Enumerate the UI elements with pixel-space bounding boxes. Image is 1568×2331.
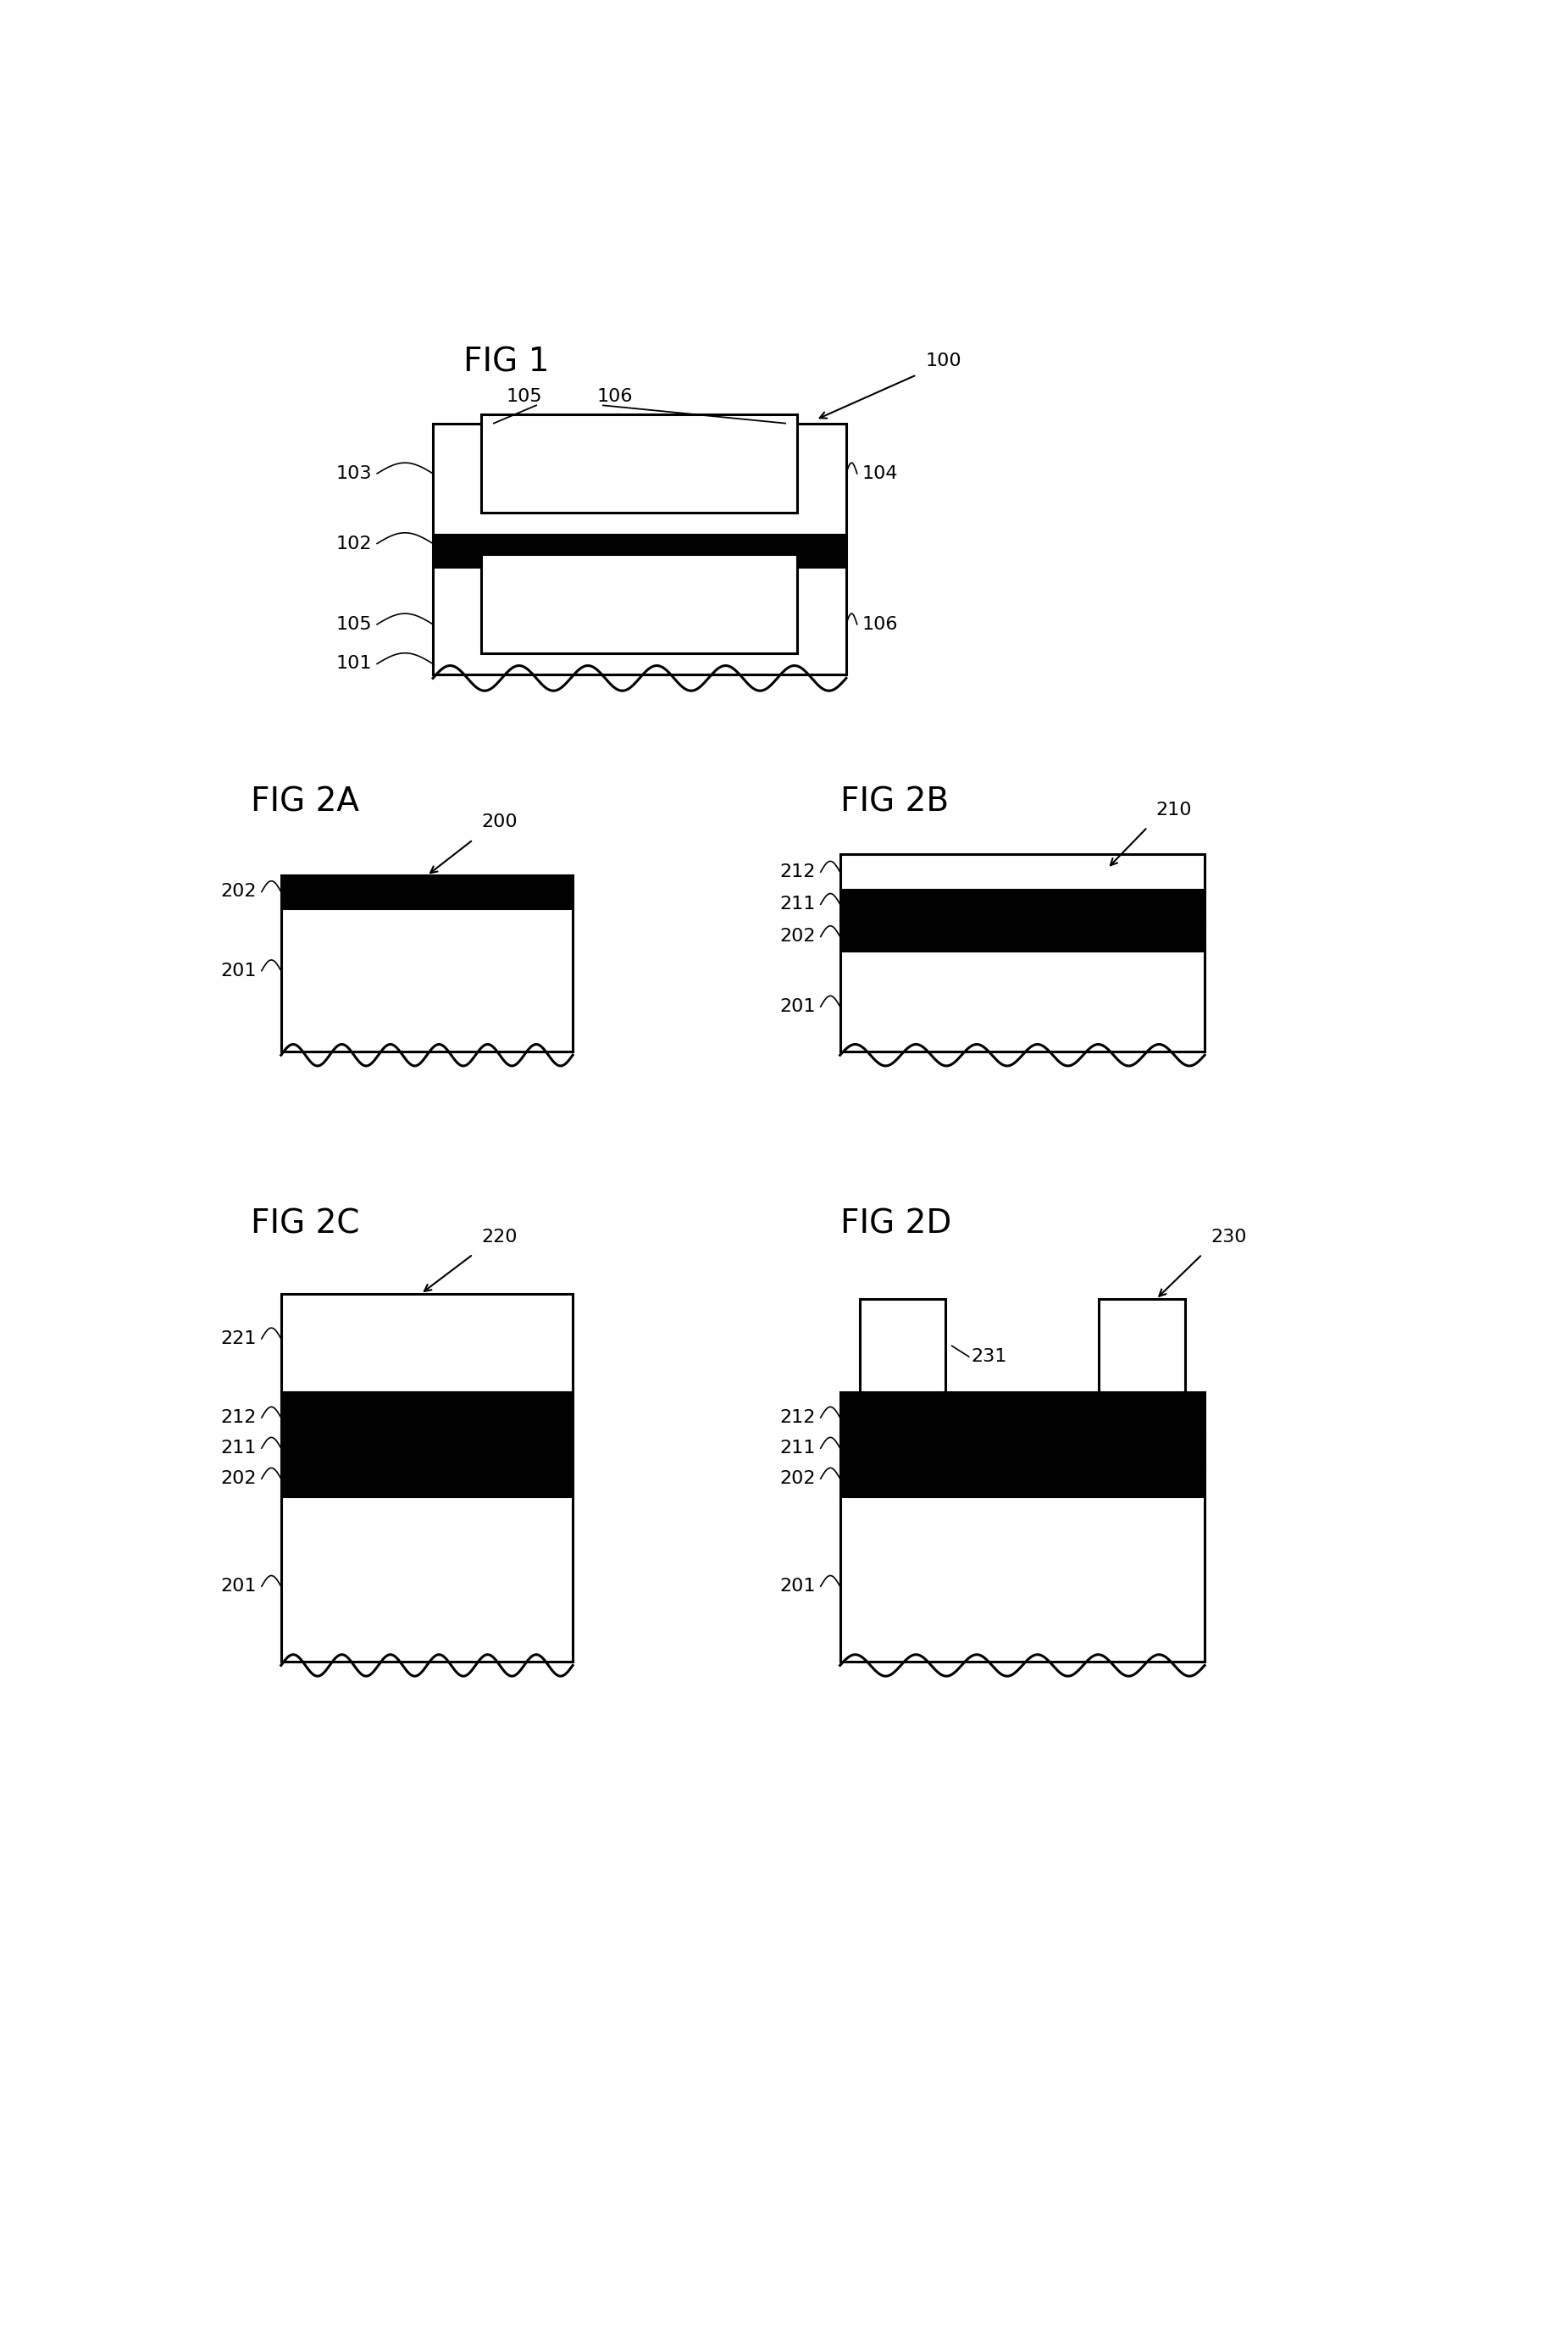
Text: FIG 1: FIG 1 <box>464 347 549 378</box>
Text: 220: 220 <box>481 1228 517 1245</box>
Bar <box>840 1497 1204 1662</box>
Text: 202: 202 <box>779 1471 815 1487</box>
Bar <box>840 853 1204 890</box>
Text: 106: 106 <box>862 615 898 632</box>
Bar <box>433 534 847 566</box>
Bar <box>433 566 847 674</box>
Text: 210: 210 <box>1156 802 1192 818</box>
Text: 211: 211 <box>779 1441 815 1457</box>
Bar <box>433 424 847 534</box>
Bar <box>281 1436 572 1464</box>
Text: 212: 212 <box>779 862 815 881</box>
Text: 106: 106 <box>597 389 633 406</box>
Bar <box>281 876 572 909</box>
Text: 201: 201 <box>779 1578 815 1594</box>
Bar <box>481 415 798 513</box>
Bar <box>281 1464 572 1497</box>
Text: 201: 201 <box>779 998 815 1014</box>
Text: 202: 202 <box>779 928 815 944</box>
Text: FIG 2B: FIG 2B <box>840 786 949 818</box>
Text: 103: 103 <box>336 466 372 483</box>
Text: FIG 2D: FIG 2D <box>840 1207 952 1240</box>
Bar <box>481 555 798 653</box>
Bar <box>840 951 1204 1051</box>
Text: 201: 201 <box>221 1578 257 1594</box>
Bar <box>281 1497 572 1662</box>
Bar <box>1099 1298 1185 1392</box>
Text: 201: 201 <box>221 963 257 979</box>
Bar <box>840 1392 1204 1436</box>
Text: FIG 2A: FIG 2A <box>251 786 359 818</box>
Text: 100: 100 <box>925 352 961 371</box>
Text: 202: 202 <box>221 1471 257 1487</box>
Text: 221: 221 <box>221 1331 257 1347</box>
Bar <box>840 1464 1204 1497</box>
Text: 211: 211 <box>779 895 815 914</box>
Text: 212: 212 <box>221 1410 257 1427</box>
Bar <box>840 1436 1204 1464</box>
Text: 211: 211 <box>221 1441 257 1457</box>
Text: 202: 202 <box>221 883 257 900</box>
Bar <box>859 1298 946 1392</box>
Bar <box>281 1392 572 1436</box>
Text: 231: 231 <box>971 1347 1007 1366</box>
Bar <box>281 1294 572 1392</box>
Text: 212: 212 <box>779 1410 815 1427</box>
Bar <box>840 921 1204 951</box>
Text: FIG 2C: FIG 2C <box>251 1207 359 1240</box>
Text: 104: 104 <box>862 466 898 483</box>
Bar <box>840 890 1204 921</box>
Text: 200: 200 <box>481 814 517 830</box>
Text: 105: 105 <box>336 615 372 632</box>
Text: 105: 105 <box>506 389 543 406</box>
Text: 101: 101 <box>336 655 372 671</box>
Text: 230: 230 <box>1210 1228 1247 1245</box>
Text: 102: 102 <box>336 536 372 552</box>
Bar <box>281 909 572 1051</box>
